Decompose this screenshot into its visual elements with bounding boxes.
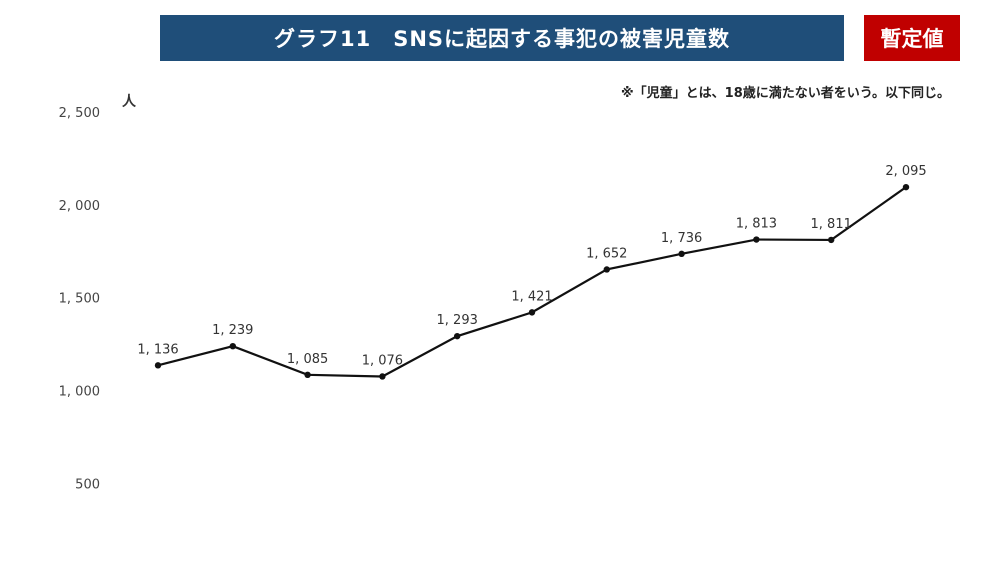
data-point	[528, 309, 536, 316]
data-label: 1, 293	[437, 313, 478, 328]
data-label: 1, 813	[736, 217, 777, 232]
data-label: 1, 652	[586, 246, 627, 261]
y-axis-ticks: 2, 500 2, 000 1, 500 1, 000 500	[59, 106, 100, 493]
data-label: 1, 736	[661, 231, 702, 246]
data-label: 1, 421	[511, 289, 552, 304]
series-layer: 1, 136 1, 239 1, 085 1, 076 1, 293 1, 421 1, 6…	[137, 164, 927, 380]
data-point	[603, 266, 610, 273]
data-point	[828, 236, 835, 244]
y-tick-label: 500	[75, 478, 100, 493]
data-label: 1, 136	[137, 342, 178, 357]
data-point	[753, 236, 760, 243]
data-point	[154, 362, 162, 369]
chart-note: ※「児童」とは、18歳に満たない者をいう。以下同じ。	[621, 86, 950, 101]
data-label: 1, 811	[811, 217, 852, 232]
y-tick-label: 2, 500	[59, 106, 100, 121]
y-tick-label: 1, 000	[59, 385, 100, 400]
data-label: 2, 095	[885, 164, 926, 179]
y-unit-label: 人	[122, 93, 137, 110]
data-point	[379, 373, 386, 380]
data-label: 1, 239	[212, 323, 253, 338]
y-tick-label: 2, 000	[59, 199, 100, 214]
data-point	[454, 332, 461, 340]
data-label: 1, 076	[362, 353, 403, 368]
data-point	[229, 342, 236, 350]
provisional-badge: 暫定値	[864, 15, 960, 61]
y-tick-label: 1, 500	[59, 292, 100, 307]
chart-title: グラフ11 SNSに起因する事犯の被害児童数	[160, 15, 844, 61]
series-line	[157, 186, 907, 378]
data-label: 1, 085	[287, 352, 328, 367]
data-point	[902, 183, 910, 191]
data-point	[678, 250, 685, 258]
data-point	[304, 371, 311, 379]
